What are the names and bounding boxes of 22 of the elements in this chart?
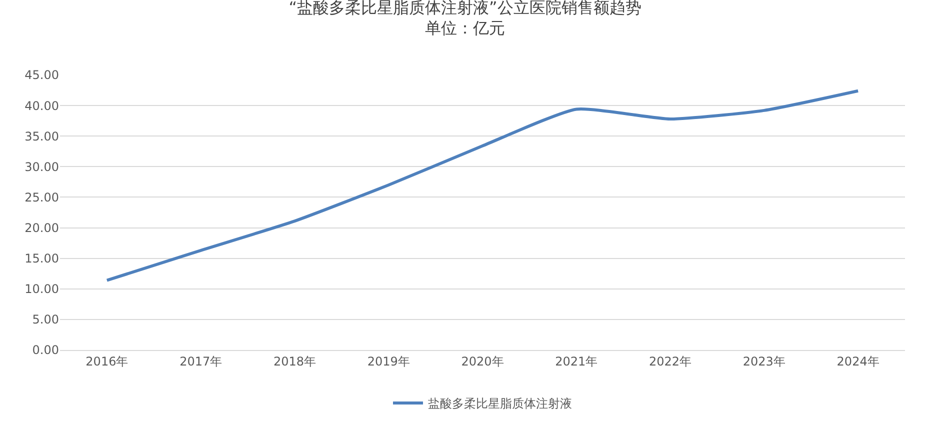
x-tick-label: 2023年 bbox=[742, 354, 786, 368]
y-tick-label: 0.00 bbox=[32, 343, 59, 358]
x-tick-label: 2020年 bbox=[461, 354, 504, 368]
x-tick-label: 2019年 bbox=[367, 354, 410, 368]
x-tick-label: 2018年 bbox=[273, 354, 316, 368]
x-tick-label: 2022年 bbox=[649, 354, 692, 368]
y-tick-label: 35.00 bbox=[24, 129, 59, 144]
y-tick-label: 45.00 bbox=[24, 68, 59, 82]
y-tick-label: 40.00 bbox=[24, 98, 59, 113]
legend-label: 盐酸多柔比星脂质体注射液 bbox=[428, 396, 572, 411]
x-tick-label: 2024年 bbox=[836, 354, 880, 368]
x-tick-label: 2021年 bbox=[555, 354, 598, 368]
line-series bbox=[105, 89, 860, 282]
x-tick-label: 2016年 bbox=[86, 354, 128, 368]
y-tick-label: 5.00 bbox=[32, 312, 59, 327]
y-tick-label: 20.00 bbox=[24, 220, 59, 235]
y-tick-label: 10.00 bbox=[24, 282, 59, 296]
y-tick-label: 25.00 bbox=[24, 190, 59, 204]
y-tick-label: 15.00 bbox=[24, 252, 59, 266]
x-tick-label: 2017年 bbox=[180, 354, 222, 368]
chart-subtitle: 单位：亿元 bbox=[425, 18, 505, 38]
y-tick-label: 30.00 bbox=[24, 160, 59, 174]
